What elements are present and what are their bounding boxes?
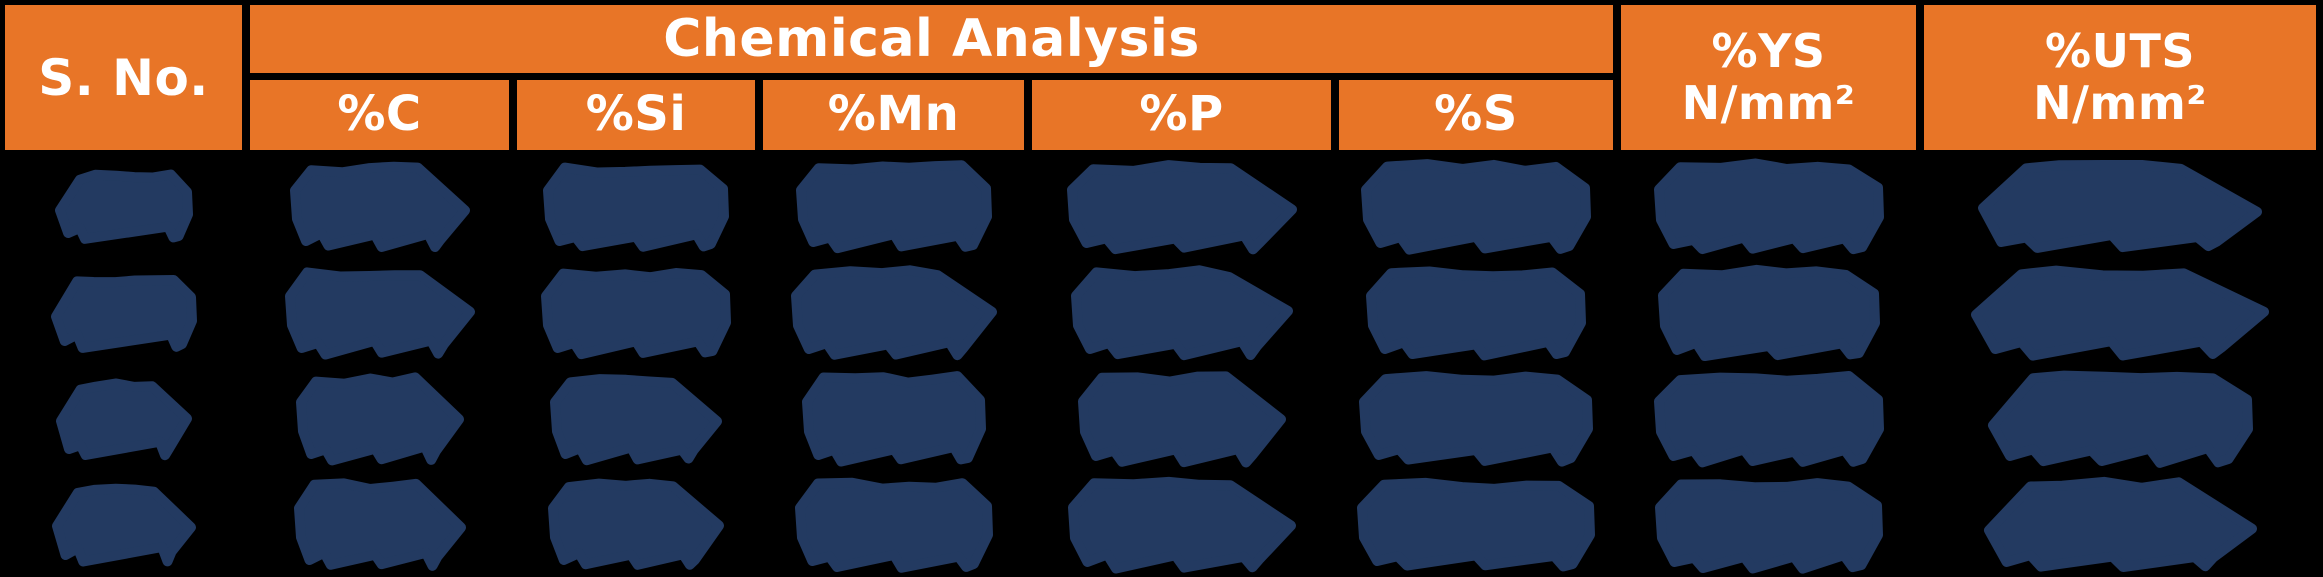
redacted-value-blob <box>1357 367 1595 469</box>
redacted-value-blob <box>1653 472 1885 576</box>
redacted-value-blob <box>800 367 988 469</box>
table-cell-r2-c6 <box>1339 259 1613 365</box>
redacted-value-blob <box>546 474 726 574</box>
redacted-value-blob <box>1652 154 1886 258</box>
table-cell-r1-c3 <box>517 153 755 259</box>
header-cell-p: %P <box>1032 80 1331 150</box>
table-cell-r2-c5 <box>1032 259 1331 365</box>
table-header: S. No. Chemical Analysis %YS N/mm² %UTS … <box>0 0 2323 150</box>
redacted-value-blob <box>294 368 466 468</box>
table-cell-r1-c6 <box>1339 153 1613 259</box>
redacted-value-blob <box>1656 260 1882 364</box>
table-cell-r3-c1 <box>5 365 242 471</box>
redacted-value-blob <box>288 157 472 255</box>
table-cell-r1-c5 <box>1032 153 1331 259</box>
table-cell-r3-c2 <box>250 365 509 471</box>
redacted-value-blob <box>49 269 199 355</box>
header-cell-s-no: S. No. <box>5 5 242 150</box>
table-cell-r2-c1 <box>5 259 242 365</box>
header-label-s-no: S. No. <box>38 48 209 107</box>
header-label-mn: %Mn <box>827 86 960 143</box>
header-label-s: %S <box>1434 86 1518 143</box>
header-label-ys: %YS <box>1711 23 1826 78</box>
redacted-value-blob <box>1986 366 2255 470</box>
header-cell-chemical-analysis: Chemical Analysis <box>250 5 1613 73</box>
header-cell-ys: %YS N/mm² <box>1621 5 1916 150</box>
table-cell-r4-c5 <box>1032 471 1331 577</box>
redacted-value-blob <box>1076 366 1288 470</box>
header-cell-mn: %Mn <box>763 80 1024 150</box>
redacted-value-blob <box>1355 473 1597 575</box>
table-body <box>0 150 2323 577</box>
redacted-value-blob <box>793 473 995 575</box>
header-label-p: %P <box>1139 86 1224 143</box>
redacted-value-blob <box>283 262 477 362</box>
table-cell-r3-c7 <box>1621 365 1916 471</box>
redacted-value-blob <box>548 368 724 468</box>
table-cell-r4-c1 <box>5 471 242 577</box>
redacted-value-blob <box>1066 472 1298 576</box>
redacted-value-blob <box>1069 261 1295 363</box>
table-cell-r3-c3 <box>517 365 755 471</box>
redacted-value-blob <box>1364 261 1588 363</box>
header-cell-s: %S <box>1339 80 1613 150</box>
table-cell-r2-c8 <box>1924 259 2316 365</box>
table-cell-r2-c2 <box>250 259 509 365</box>
table-cell-r2-c4 <box>763 259 1024 365</box>
header-label-si: %Si <box>585 86 687 143</box>
header-cell-si: %Si <box>517 80 755 150</box>
header-label-uts: %UTS <box>2045 23 2195 78</box>
table-cell-r2-c7 <box>1621 259 1916 365</box>
header-cell-c: %C <box>250 80 509 150</box>
redacted-value-blob <box>292 474 468 574</box>
header-label-chemical-analysis: Chemical Analysis <box>663 8 1200 69</box>
redacted-value-blob <box>1652 366 1886 470</box>
header-label-ys-unit: N/mm² <box>1681 75 1856 130</box>
redacted-value-blob <box>1982 472 2259 576</box>
table-cell-r1-c8 <box>1924 153 2316 259</box>
header-cell-uts: %UTS N/mm² <box>1924 5 2316 150</box>
redacted-value-blob <box>54 373 194 463</box>
redacted-value-blob <box>1976 156 2264 256</box>
table-cell-r2-c3 <box>517 259 755 365</box>
redacted-value-blob <box>53 165 195 247</box>
table-cell-r3-c8 <box>1924 365 2316 471</box>
table-cell-r4-c2 <box>250 471 509 577</box>
redacted-value-blob <box>1359 155 1593 257</box>
redacted-value-blob <box>789 261 999 363</box>
redacted-value-blob <box>1969 261 2271 363</box>
table-cell-r1-c2 <box>250 153 509 259</box>
redacted-value-blob <box>50 479 198 569</box>
table-cell-r3-c4 <box>763 365 1024 471</box>
redacted-value-blob <box>1065 155 1299 257</box>
header-label-uts-unit: N/mm² <box>2033 75 2207 130</box>
table-cell-r4-c4 <box>763 471 1024 577</box>
table-cell-r4-c8 <box>1924 471 2316 577</box>
redacted-value-blob <box>794 156 994 256</box>
redacted-value-blob <box>539 262 733 362</box>
table-cell-r3-c6 <box>1339 365 1613 471</box>
redacted-value-blob <box>541 157 731 255</box>
table-cell-r1-c7 <box>1621 153 1916 259</box>
table-cell-r1-c1 <box>5 153 242 259</box>
table-cell-r4-c6 <box>1339 471 1613 577</box>
table-cell-r4-c3 <box>517 471 755 577</box>
table-cell-r1-c4 <box>763 153 1024 259</box>
table-cell-r3-c5 <box>1032 365 1331 471</box>
table-cell-r4-c7 <box>1621 471 1916 577</box>
header-label-c: %C <box>337 86 422 143</box>
